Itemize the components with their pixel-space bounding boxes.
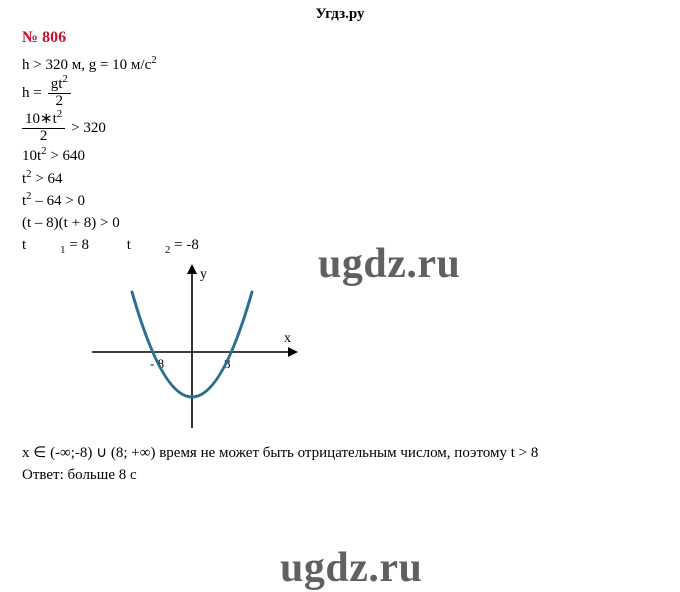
step2-rhs: > 320 [71,120,106,137]
problem-number-text: № 806 [22,29,66,46]
roots-line: t1 = 8 t2 = -8 [22,235,680,255]
root1: t1 = 8 [22,237,89,253]
site-name: Угдз.ру [315,6,364,22]
step6-line: (t – 8)(t + 8) > 0 [22,213,680,233]
formula-num: gt2 [48,77,71,94]
step2-num: 10∗t2 [22,112,65,129]
step2-fraction: 10∗t2 2 [22,112,65,145]
step5-line: t2 – 64 > 0 [22,191,680,211]
svg-text:x: x [284,331,291,346]
watermark-2: ugdz.ru [280,544,422,592]
step3-line: 10t2 > 640 [22,146,680,166]
formula-line: h = gt2 2 [22,77,680,110]
formula-fraction: gt2 2 [48,77,71,110]
step2-den: 2 [22,129,65,145]
given-text: h > 320 м, g = 10 м/с [22,57,151,73]
svg-text:y: y [200,267,207,282]
problem-number: № 806 [22,29,680,47]
solution-content: № 806 h > 320 м, g = 10 м/с2 h = gt2 2 1… [0,27,680,485]
given-line: h > 320 м, g = 10 м/с2 [22,55,680,75]
interval-line: x ∈ (-∞;-8) ∪ (8; +∞) время не может быт… [22,443,642,463]
answer-line: Ответ: больше 8 с [22,465,680,485]
graph-container: - 88xy [82,262,680,437]
given-exp: 2 [151,54,156,66]
formula-lhs: h = [22,85,42,102]
step4-line: t2 > 64 [22,169,680,189]
step2-line: 10∗t2 2 > 320 [22,112,680,145]
root2: t2 = -8 [127,237,199,253]
site-header: Угдз.ру [0,0,680,27]
parabola-graph: - 88xy [82,262,302,432]
